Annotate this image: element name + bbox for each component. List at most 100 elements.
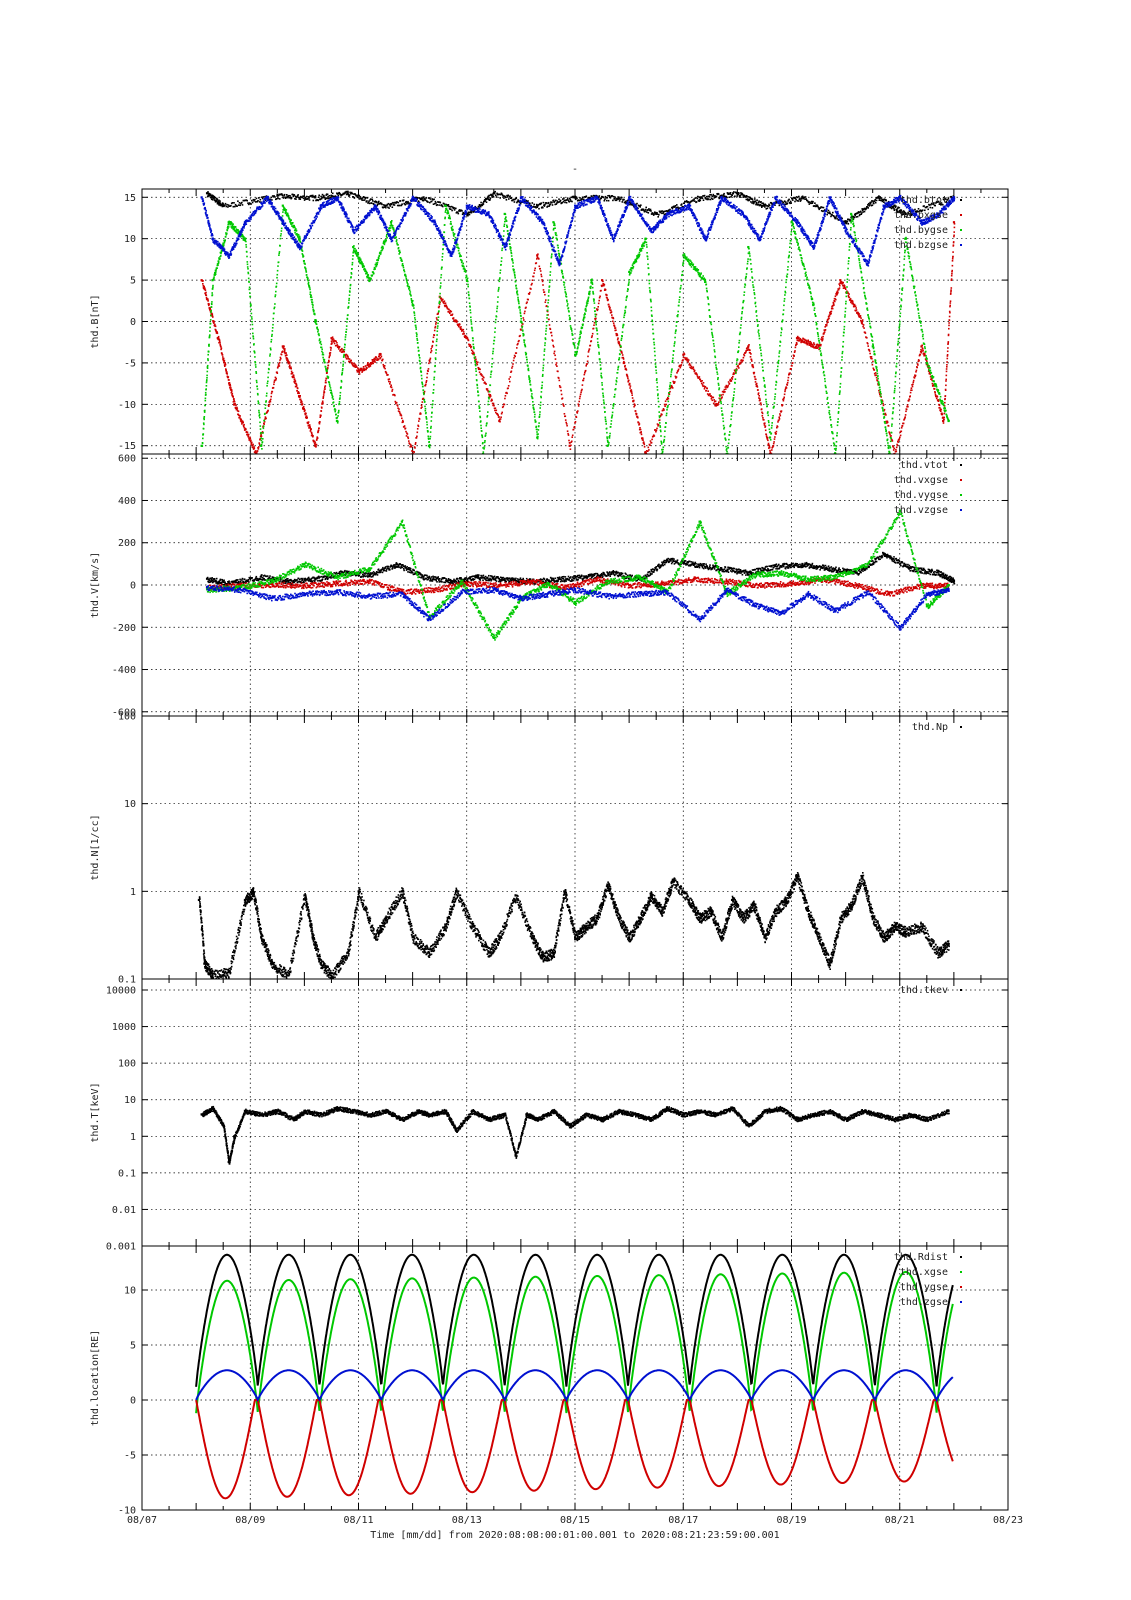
data-point xyxy=(221,352,223,354)
data-point xyxy=(287,196,289,199)
data-point xyxy=(220,255,222,257)
data-point xyxy=(608,194,610,197)
data-point xyxy=(426,421,428,423)
data-point xyxy=(859,213,861,216)
data-point xyxy=(556,365,558,367)
data-point xyxy=(537,253,539,255)
data-point xyxy=(875,376,878,379)
data-point xyxy=(756,386,759,388)
data-point xyxy=(451,313,454,316)
data-point xyxy=(796,339,799,342)
data-point xyxy=(869,201,871,204)
data-point xyxy=(498,280,501,283)
data-point xyxy=(801,196,804,199)
data-point xyxy=(424,199,427,201)
data-point xyxy=(752,365,754,368)
data-point xyxy=(728,382,731,385)
data-point xyxy=(440,282,442,284)
data-point xyxy=(486,415,489,417)
data-point xyxy=(835,298,837,301)
data-point xyxy=(560,393,563,396)
data-point xyxy=(951,273,953,275)
data-point xyxy=(223,241,226,243)
data-point xyxy=(386,237,388,239)
data-point xyxy=(505,219,507,221)
data-point xyxy=(379,353,382,356)
data-point xyxy=(636,415,639,418)
data-point xyxy=(701,196,703,199)
data-point xyxy=(251,441,253,444)
data-point xyxy=(377,201,379,204)
data-point xyxy=(383,206,385,208)
data-point xyxy=(762,205,764,207)
data-point xyxy=(610,311,613,313)
data-point xyxy=(579,395,581,398)
data-point xyxy=(289,196,292,199)
data-point xyxy=(862,325,864,328)
data-point xyxy=(328,356,330,359)
data-point xyxy=(879,196,881,198)
data-point xyxy=(448,214,451,217)
data-point xyxy=(446,212,449,215)
data-point xyxy=(435,317,438,319)
data-point xyxy=(333,342,336,345)
data-point xyxy=(266,382,269,385)
data-point xyxy=(308,197,310,199)
data-point xyxy=(304,266,306,268)
data-point xyxy=(355,194,358,197)
data-point xyxy=(651,212,654,214)
data-point xyxy=(280,357,282,360)
data-point xyxy=(783,393,786,396)
data-point xyxy=(476,363,479,366)
data-point xyxy=(905,410,907,413)
data-point xyxy=(494,407,497,409)
data-point xyxy=(268,368,270,371)
data-point xyxy=(669,208,671,211)
data-point xyxy=(411,302,414,305)
data-point xyxy=(549,328,552,330)
data-point xyxy=(526,361,528,364)
data-point xyxy=(408,287,411,289)
data-point xyxy=(448,308,450,311)
data-point xyxy=(267,376,269,379)
data-point xyxy=(828,211,831,213)
data-point xyxy=(329,354,331,356)
data-point xyxy=(330,337,333,340)
data-point xyxy=(613,325,616,328)
data-point xyxy=(257,448,260,450)
data-point xyxy=(899,212,902,214)
data-point xyxy=(475,368,477,370)
data-point xyxy=(549,203,552,205)
data-point xyxy=(470,321,473,323)
data-point xyxy=(346,358,348,360)
data-point xyxy=(326,372,328,374)
data-point xyxy=(382,242,385,245)
data-point xyxy=(368,202,371,205)
data-point xyxy=(780,411,782,413)
data-point xyxy=(472,343,475,346)
data-point xyxy=(479,204,482,206)
data-point xyxy=(557,201,560,203)
data-point xyxy=(536,428,538,431)
data-point xyxy=(656,423,659,425)
data-point xyxy=(598,296,601,299)
data-point xyxy=(384,204,387,207)
data-point xyxy=(327,195,329,198)
data-point xyxy=(542,284,544,286)
data-point xyxy=(775,432,777,435)
data-point xyxy=(430,350,433,352)
panel-1: 151050-5-10-15thd.B[nT]thd.btotthd.bxgse… xyxy=(90,188,1009,455)
data-point xyxy=(373,268,375,271)
data-point xyxy=(519,202,522,205)
data-point xyxy=(398,249,401,252)
data-point xyxy=(275,377,277,380)
data-point xyxy=(809,342,811,345)
data-point xyxy=(415,332,418,334)
data-point xyxy=(789,202,791,205)
data-point xyxy=(931,207,934,209)
data-point xyxy=(761,206,763,208)
data-point xyxy=(748,344,750,346)
data-point xyxy=(362,369,364,372)
data-point xyxy=(466,277,469,280)
data-point xyxy=(904,212,907,216)
